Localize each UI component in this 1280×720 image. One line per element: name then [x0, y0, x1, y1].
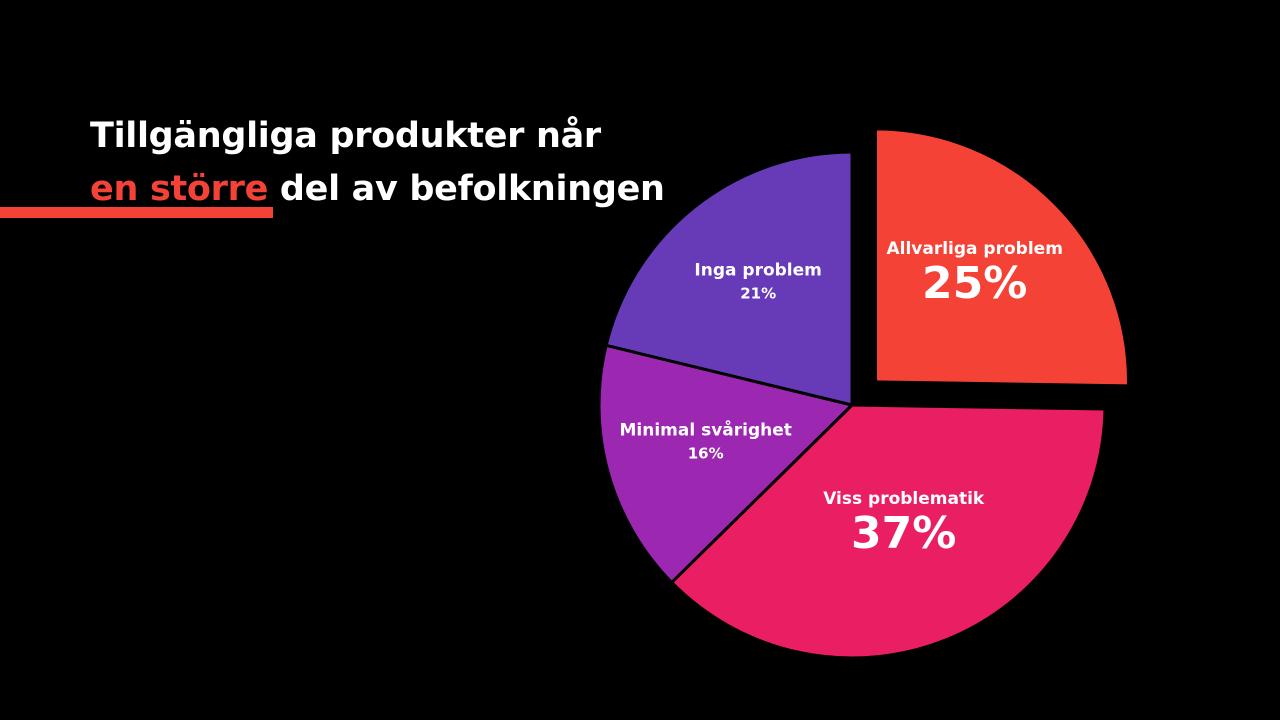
- pie-slice-viss-problematik: [670, 403, 1107, 660]
- slice-value-inga-problem: 21%: [740, 285, 776, 303]
- slice-value-viss-problematik: 37%: [851, 508, 956, 559]
- slice-label-viss-problematik: Viss problematik: [823, 489, 985, 509]
- pie-slice-inga-problem: [604, 150, 854, 407]
- slice-label-allvarliga-problem: Allvarliga problem: [886, 239, 1062, 259]
- title-accent: en större: [90, 169, 269, 209]
- slide-title: Tillgängliga produkter når en större del…: [90, 110, 665, 216]
- slice-value-allvarliga-problem: 25%: [922, 258, 1027, 309]
- title-line-2: en större del av befolkningen: [90, 163, 665, 216]
- pie-slices: [597, 127, 1130, 660]
- slice-label-minimal-svarighet: Minimal svårighet: [619, 418, 791, 440]
- title-line-1: Tillgängliga produkter når: [90, 116, 601, 156]
- slice-label-inga-problem: Inga problem: [694, 261, 821, 281]
- slice-value-minimal-svarighet: 16%: [688, 444, 724, 462]
- pie-slice-allvarliga-problem: [874, 127, 1130, 388]
- title-rest: del av befolkningen: [268, 169, 665, 209]
- title-underline: [0, 207, 273, 218]
- pie-slice-minimal-svarighet: [597, 343, 854, 584]
